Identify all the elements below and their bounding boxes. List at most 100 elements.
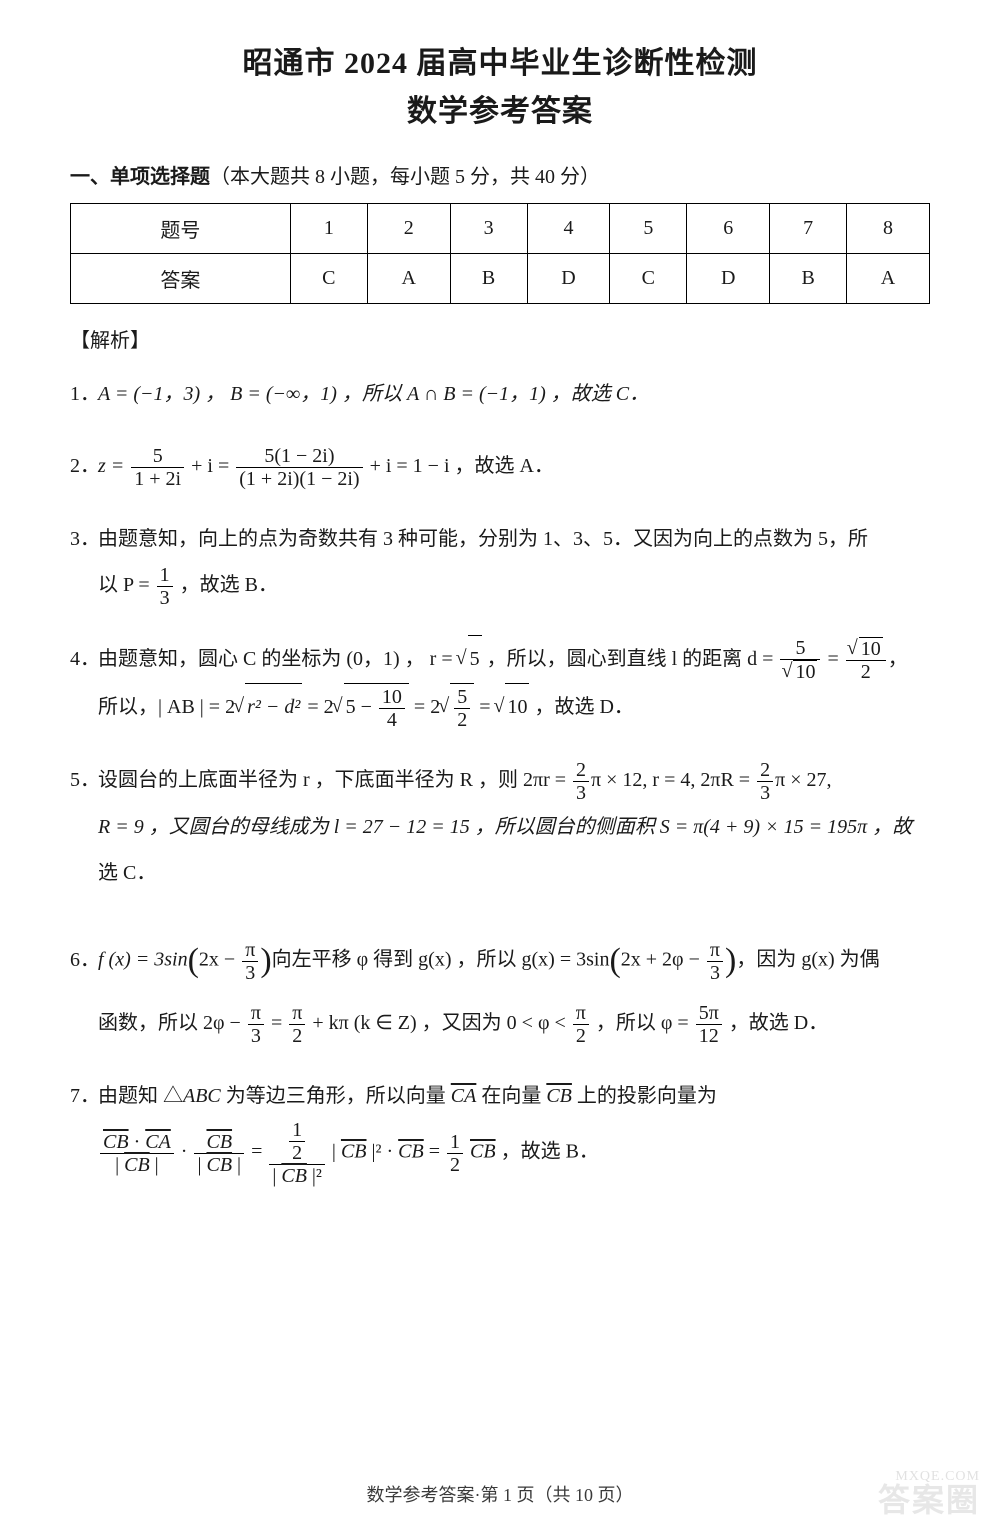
watermark: 答案圈 xyxy=(878,1475,980,1521)
item-number: 1． xyxy=(70,371,98,417)
sqrt: r² − d² xyxy=(235,683,302,730)
fraction: π2 xyxy=(289,1002,305,1047)
sqrt: 10 xyxy=(495,683,529,730)
answer-cell: B xyxy=(450,254,527,304)
line2-pre: 所以，| AB | = 2 xyxy=(98,696,235,718)
arg2-pre: 2x + 2φ − xyxy=(621,949,705,971)
numer: 12 xyxy=(269,1119,325,1164)
mid2: π × 27, xyxy=(775,769,831,791)
line2-pre: 以 P = xyxy=(98,574,155,596)
fraction: 23 xyxy=(573,759,589,804)
section-heading-bold: 一、单项选择题 xyxy=(70,166,210,188)
sqrt: 10 xyxy=(849,637,883,660)
denom: (1 + 2i)(1 − 2i) xyxy=(236,467,362,490)
item-number: 3． xyxy=(70,516,98,562)
numer: π xyxy=(242,939,258,961)
numer: 10 xyxy=(846,637,886,660)
numer: 2 xyxy=(573,759,589,781)
col-num: 3 xyxy=(450,204,527,254)
line1: 由题意知，向上的点为奇数共有 3 种可能，分别为 1、3、5．又因为向上的点数为… xyxy=(98,528,868,550)
denom: 10 xyxy=(780,659,820,683)
page-footer: 数学参考答案·第 1 页（共 10 页） xyxy=(0,1481,1000,1507)
denom: 3 xyxy=(242,961,258,984)
header-label: 题号 xyxy=(71,204,291,254)
page: 昭通市 2024 届高中毕业生诊断性检测 数学参考答案 一、单项选择题（本大题共… xyxy=(0,0,1000,1531)
line1-end: ，因为 g(x) 为偶 xyxy=(736,949,879,971)
solution-item-2: 2．z = 51 + 2i + i = 5(1 − 2i)(1 + 2i)(1 … xyxy=(70,443,930,490)
denom: 2 xyxy=(454,708,470,731)
numer: 5 xyxy=(780,637,820,659)
fraction: CB| CB | xyxy=(194,1131,244,1176)
paren-open: ( xyxy=(609,942,620,979)
mid3: + kπ (k ∈ Z) ，又因为 0 < φ < xyxy=(307,1012,570,1034)
line1-pre: 设圆台的上底面半径为 r ，下底面半径为 R ，则 2πr = xyxy=(98,769,571,791)
denom: 2 xyxy=(447,1153,463,1176)
table-row: 答案 C A B D C D B A xyxy=(71,254,930,304)
mid4: = xyxy=(474,696,495,718)
numer: π xyxy=(289,1002,305,1024)
sqrt: 5 − 104 xyxy=(334,683,409,731)
paren-close: ) xyxy=(260,942,271,979)
section-heading-note: （本大题共 8 小题，每小题 5 分，共 40 分） xyxy=(210,166,600,188)
item-number: 2． xyxy=(70,443,98,489)
analysis-label: 【解析】 xyxy=(70,324,930,353)
eq1: = xyxy=(246,1141,267,1163)
answer-cell: D xyxy=(687,254,770,304)
numer: π xyxy=(248,1002,264,1024)
fraction: π3 xyxy=(242,939,258,984)
denom: 3 xyxy=(573,781,589,804)
fraction: 510 xyxy=(780,637,820,683)
eq: = xyxy=(822,648,843,670)
fraction: π3 xyxy=(248,1002,264,1047)
denom: | CB |² xyxy=(269,1164,325,1187)
sqrt: 5 xyxy=(458,635,482,682)
line1-end: ， xyxy=(888,648,908,670)
fraction: 12| CB |² xyxy=(269,1119,325,1187)
radicand: 5 xyxy=(468,635,482,682)
line2: R = 9 ，又圆台的母线成为 l = 27 − 12 = 15 ，所以圆台的侧… xyxy=(98,816,912,838)
answer-label: 答案 xyxy=(71,254,291,304)
arg1-pre: 2x − xyxy=(199,949,240,971)
title-line2: 数学参考答案 xyxy=(70,86,930,130)
fraction: 13 xyxy=(157,564,173,609)
line1: 由题知 △ABC 为等边三角形，所以向量 CA 在向量 CB 上的投影向量为 xyxy=(98,1085,717,1107)
numer: CB xyxy=(194,1131,244,1153)
solution-item-3: 3．由题意知，向上的点为奇数共有 3 种可能，分别为 1、3、5．又因为向上的点… xyxy=(70,516,930,609)
numer: CB · CA xyxy=(100,1131,174,1153)
col-num: 1 xyxy=(290,204,367,254)
solution-item-7: 7．由题知 △ABC 为等边三角形，所以向量 CA 在向量 CB 上的投影向量为… xyxy=(70,1073,930,1187)
lead: z = xyxy=(98,455,129,477)
item-number: 5． xyxy=(70,757,98,803)
fraction: CB · CA| CB | xyxy=(100,1131,174,1176)
line2-end: ，故选 D． xyxy=(529,696,633,718)
answer-cell: A xyxy=(367,254,450,304)
item-number: 4． xyxy=(70,636,98,682)
line3: 选 C． xyxy=(98,862,156,884)
numer: 1 xyxy=(157,564,173,586)
sqrt: 10 xyxy=(783,660,817,683)
radicand: 52 xyxy=(450,683,474,731)
fraction: 5π12 xyxy=(696,1002,722,1047)
col-num: 5 xyxy=(610,204,687,254)
denom: 3 xyxy=(707,961,723,984)
mid4: ，所以 φ = xyxy=(591,1012,694,1034)
numer: 1 xyxy=(289,1119,305,1141)
tail: + i = 1 − i ，故选 A． xyxy=(365,455,554,477)
denom: 4 xyxy=(379,708,405,731)
mid3: = 2 xyxy=(409,696,440,718)
mid: + i = xyxy=(186,455,234,477)
fraction: 12 xyxy=(289,1119,305,1164)
answer-cell: D xyxy=(527,254,610,304)
denom: 3 xyxy=(248,1024,264,1047)
col-num: 6 xyxy=(687,204,770,254)
mid1: π × 12, r = 4, 2πR = xyxy=(591,769,755,791)
numer: 10 xyxy=(379,686,405,708)
fraction: 23 xyxy=(757,759,773,804)
denom: 3 xyxy=(157,586,173,609)
numer: 5 xyxy=(131,445,184,467)
mid2: = xyxy=(266,1012,287,1034)
section-heading: 一、单项选择题（本大题共 8 小题，每小题 5 分，共 40 分） xyxy=(70,160,930,189)
col-num: 4 xyxy=(527,204,610,254)
pre: 5 − xyxy=(346,696,377,718)
mid: | CB |² · CB = xyxy=(327,1141,445,1163)
